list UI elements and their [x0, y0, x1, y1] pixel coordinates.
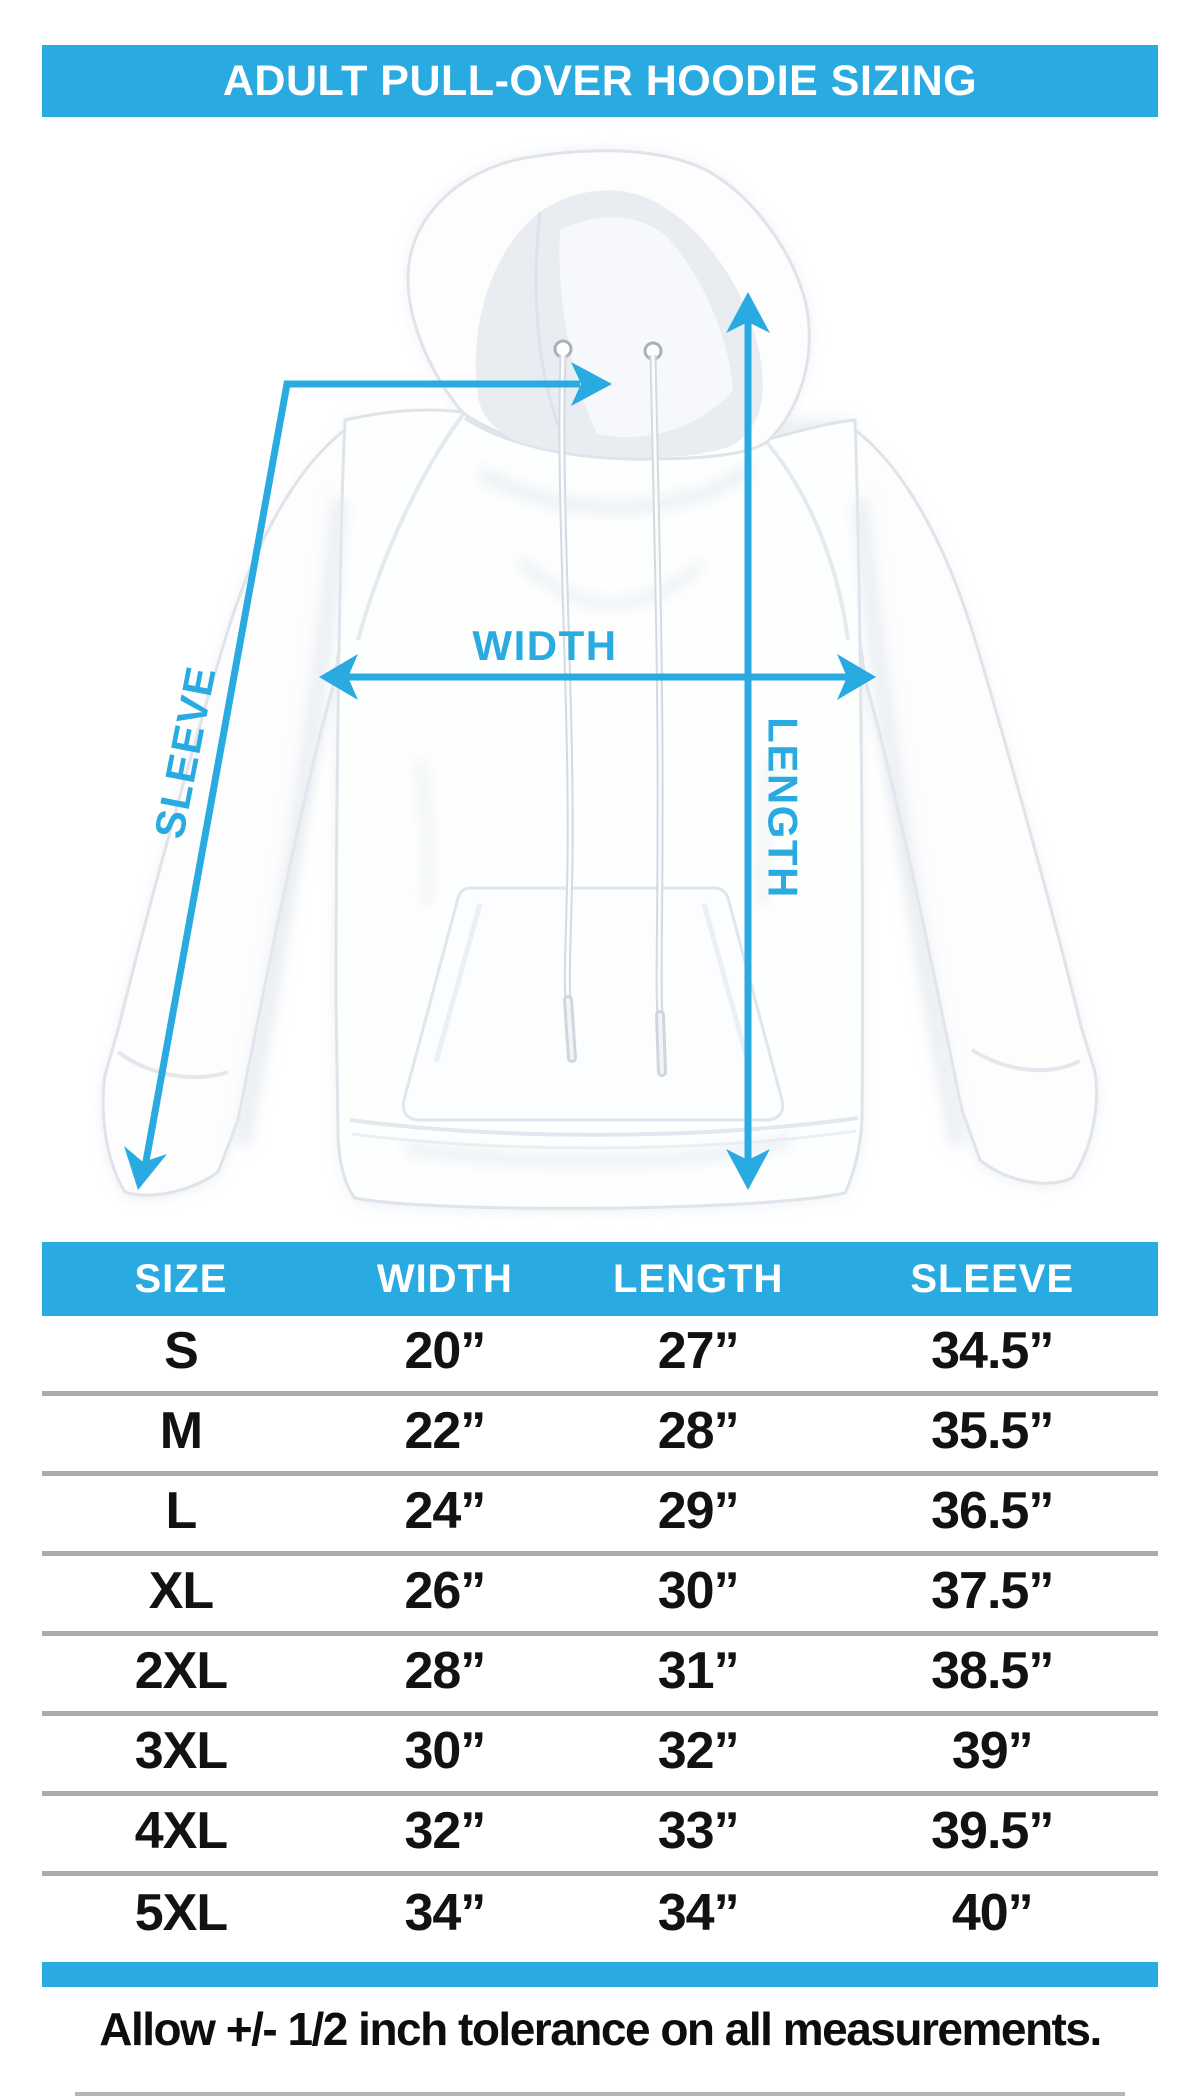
table-row: S 20” 27” 34.5”	[42, 1316, 1158, 1396]
hoodie-size-diagram: WIDTH LENGTH SLEEVE	[101, 149, 1098, 1211]
length-cell: 33”	[657, 1801, 740, 1860]
wrinkle-shading	[236, 464, 964, 1166]
sleeve-cell: 38.5”	[931, 1641, 1054, 1700]
sleeve-cell: 34.5”	[931, 1321, 1054, 1380]
size-table-header: SIZE WIDTH LENGTH SLEEVE	[42, 1242, 1158, 1316]
col-header-sleeve: SLEEVE	[910, 1256, 1075, 1301]
grommet-left	[553, 339, 573, 359]
width-cell: 34”	[404, 1884, 486, 1942]
size-cell: L	[165, 1481, 198, 1540]
width-cell: 22”	[404, 1401, 486, 1460]
width-cell: 28”	[404, 1641, 486, 1700]
size-cell: M	[159, 1401, 203, 1460]
length-cell: 29”	[657, 1481, 740, 1540]
col-header-size: SIZE	[134, 1256, 228, 1301]
size-cell: S	[164, 1321, 199, 1380]
sleeve-arrow	[124, 362, 612, 1190]
kangaroo-pocket	[401, 886, 785, 1122]
length-cell: 30”	[657, 1561, 740, 1620]
length-cell: 31”	[657, 1641, 740, 1700]
size-cell: XL	[148, 1561, 214, 1620]
length-cell: 32”	[657, 1721, 740, 1780]
page-title: ADULT PULL-OVER HOODIE SIZING	[222, 56, 978, 105]
width-cell: 20”	[404, 1321, 486, 1380]
width-cell: 30”	[404, 1721, 486, 1780]
table-row: 4XL 32” 33” 39.5”	[42, 1796, 1158, 1876]
width-label: WIDTH	[472, 622, 617, 669]
width-arrow	[319, 654, 876, 700]
col-header-width: WIDTH	[376, 1256, 513, 1301]
width-cell: 24”	[404, 1481, 486, 1540]
size-cell: 5XL	[134, 1884, 228, 1942]
sleeve-cell: 39.5”	[931, 1801, 1054, 1860]
width-cell: 32”	[404, 1801, 486, 1860]
drawstrings	[553, 339, 667, 1077]
table-bottom-bar	[42, 1962, 1158, 1987]
sleeve-cell: 40”	[951, 1884, 1034, 1942]
col-header-length: LENGTH	[612, 1256, 784, 1301]
table-row: XL 26” 30” 37.5”	[42, 1556, 1158, 1636]
tolerance-note: Allow +/- 1/2 inch tolerance on all meas…	[99, 2003, 1102, 2055]
table-row: L 24” 29” 36.5”	[42, 1476, 1158, 1556]
bottom-divider	[75, 2092, 1125, 2096]
length-cell: 28”	[657, 1401, 740, 1460]
measurement-arrows	[124, 292, 876, 1190]
table-row: 5XL 34” 34” 40”	[42, 1876, 1158, 1956]
length-cell: 27”	[657, 1321, 740, 1380]
sleeve-cell: 35.5”	[931, 1401, 1054, 1460]
size-cell: 4XL	[134, 1801, 228, 1860]
sleeve-cell: 36.5”	[931, 1481, 1054, 1540]
width-cell: 26”	[404, 1561, 486, 1620]
sleeve-cell: 39”	[951, 1721, 1034, 1780]
table-row: M 22” 28” 35.5”	[42, 1396, 1158, 1476]
size-cell: 2XL	[134, 1641, 228, 1700]
length-cell: 34”	[657, 1884, 740, 1942]
hoodie-sleeves	[101, 422, 1098, 1197]
table-row: 2XL 28” 31” 38.5”	[42, 1636, 1158, 1716]
title-banner: ADULT PULL-OVER HOODIE SIZING	[42, 45, 1158, 117]
size-cell: 3XL	[134, 1721, 228, 1780]
length-arrow	[726, 292, 770, 1190]
sleeve-cell: 37.5”	[931, 1561, 1054, 1620]
table-row: 3XL 30” 32” 39”	[42, 1716, 1158, 1796]
size-table: SIZE WIDTH LENGTH SLEEVE S 20” 27” 34.5”…	[42, 1242, 1158, 1956]
length-label: LENGTH	[760, 717, 807, 899]
